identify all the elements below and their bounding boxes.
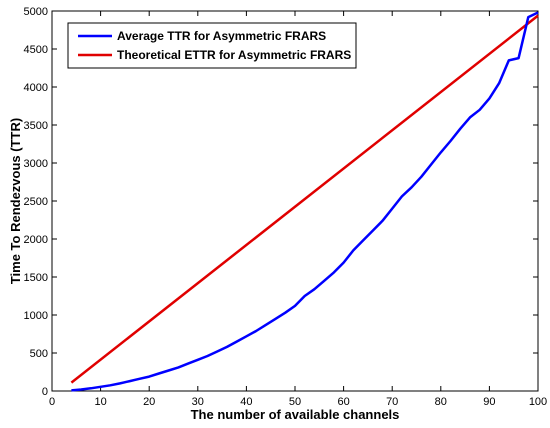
y-axis-title: Time To Rendezvous (TTR)	[8, 118, 23, 284]
x-tick-label: 60	[337, 396, 349, 408]
y-tick-label: 500	[30, 348, 48, 360]
y-axis: 0 500 1000 1500 2000 2500 3000 3500 4000 4500 5000	[24, 6, 538, 398]
x-tick-label: 0	[49, 396, 55, 408]
x-tick-label: 40	[240, 396, 252, 408]
x-tick-label: 20	[143, 396, 155, 408]
x-tick-label: 50	[289, 396, 301, 408]
x-axis: 0 10 20 30 40 50 60 70 80 90 100	[49, 11, 547, 408]
x-tick-label: 10	[94, 396, 106, 408]
legend-label-theoretical: Theoretical ETTR for Asymmetric FRARS	[117, 48, 351, 62]
x-tick-label: 70	[386, 396, 398, 408]
y-tick-label: 3000	[24, 158, 48, 170]
x-tick-label: 100	[529, 396, 547, 408]
legend: Average TTR for Asymmetric FRARS Theoret…	[67, 22, 357, 69]
series-line-average-ttr	[71, 11, 539, 392]
x-tick-label: 90	[483, 396, 495, 408]
y-tick-label: 0	[42, 386, 48, 398]
series-layer	[70, 11, 539, 392]
y-tick-label: 2500	[24, 196, 48, 208]
y-tick-label: 1000	[24, 310, 48, 322]
y-tick-label: 1500	[24, 272, 48, 284]
y-tick-label: 3500	[24, 120, 48, 132]
x-tick-label: 80	[435, 396, 447, 408]
series-line-theoretical-ettr	[70, 14, 539, 384]
legend-label-average: Average TTR for Asymmetric FRARS	[117, 29, 326, 43]
x-tick-label: 30	[192, 396, 204, 408]
y-tick-label: 5000	[24, 6, 48, 18]
plot-area	[51, 10, 539, 392]
x-axis-title: The number of available channels	[191, 407, 400, 422]
y-tick-label: 4500	[24, 44, 48, 56]
y-tick-label: 4000	[24, 82, 48, 94]
y-tick-label: 2000	[24, 234, 48, 246]
legend-box	[67, 22, 357, 69]
